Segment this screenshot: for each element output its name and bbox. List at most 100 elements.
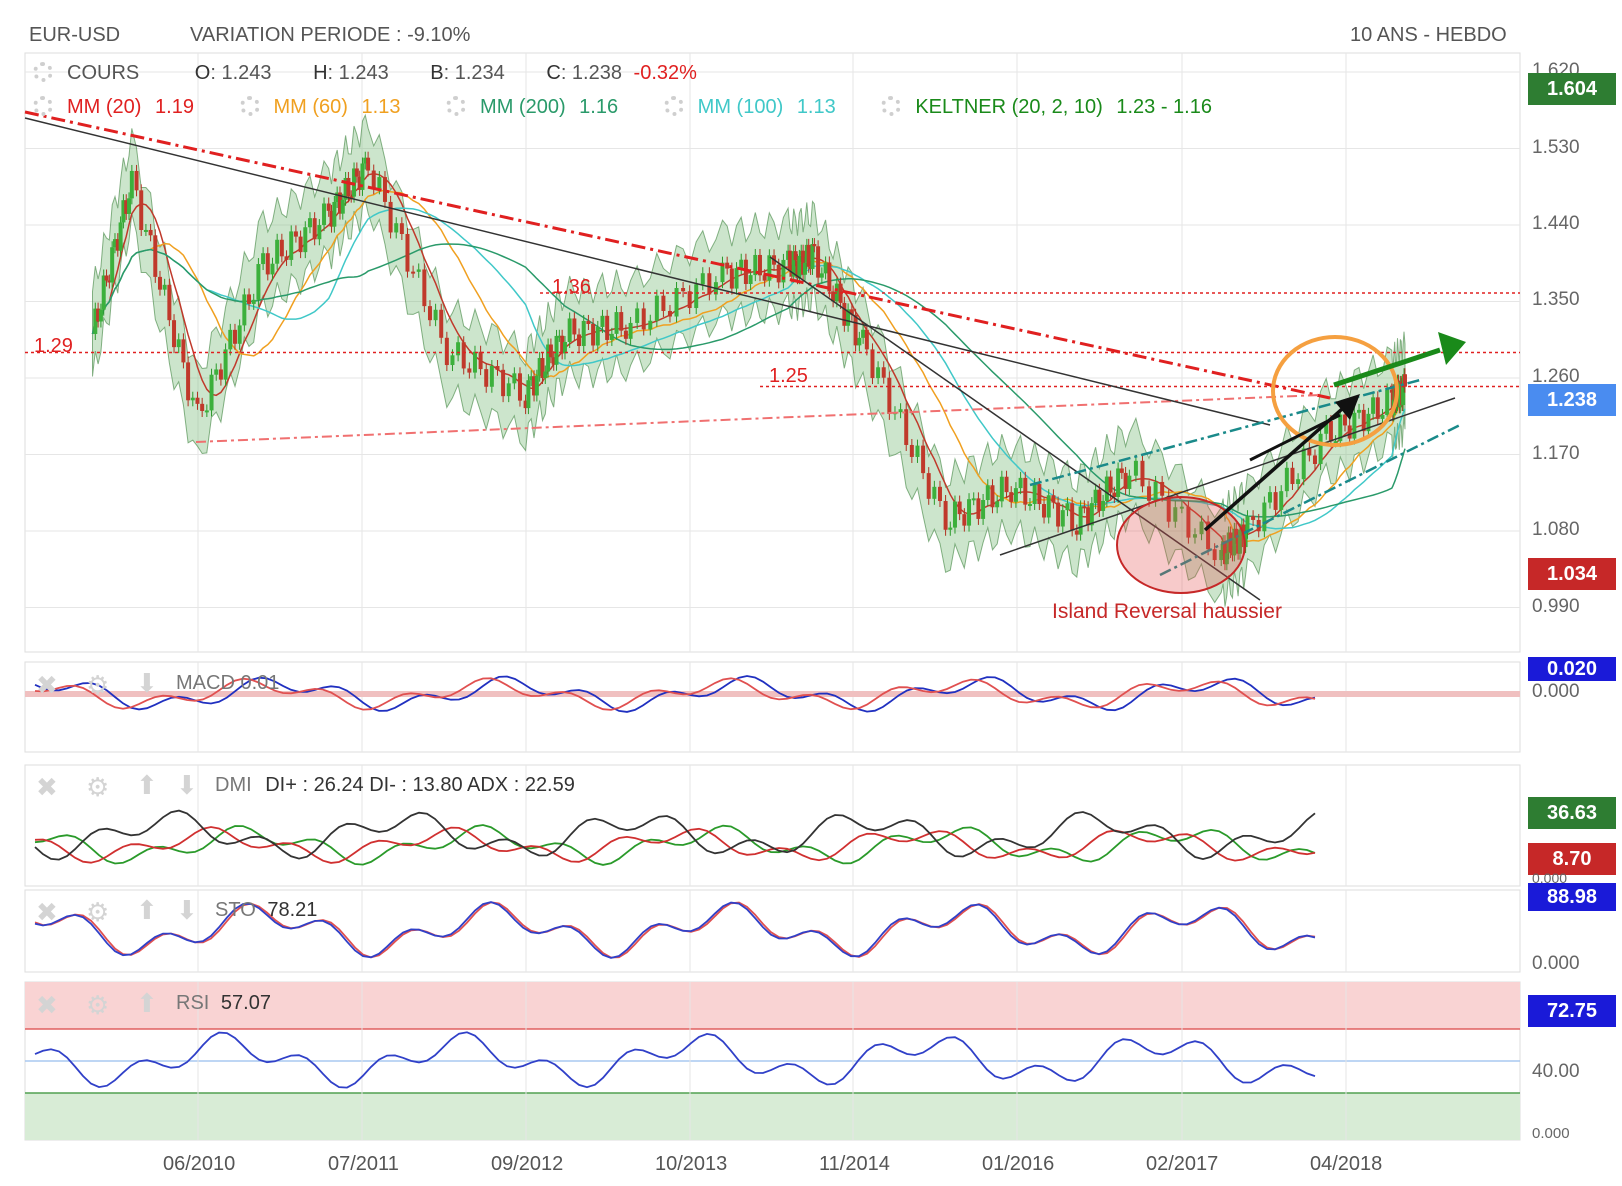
- candle-body: [543, 371, 548, 378]
- gear-icon[interactable]: [446, 96, 467, 116]
- macd-label: MACD 0.01: [176, 672, 279, 695]
- candle-body: [1070, 503, 1075, 531]
- candle-body: [181, 339, 186, 363]
- gear-icon[interactable]: ⚙: [86, 897, 110, 927]
- candle-body: [467, 368, 472, 373]
- candle-body: [357, 176, 362, 190]
- di-minus-line: [34, 826, 1316, 864]
- candle-body: [270, 263, 275, 275]
- candle-body: [943, 501, 948, 530]
- candle-body: [881, 367, 886, 378]
- candle-body: [422, 269, 427, 307]
- candle-body: [1357, 409, 1362, 413]
- arrow-down-icon[interactable]: ⬇: [176, 770, 198, 800]
- gear-icon[interactable]: [881, 96, 902, 116]
- mm100-label: MM (100): [697, 96, 784, 118]
- gear-icon[interactable]: [33, 96, 53, 116]
- close-icon[interactable]: ✖: [36, 897, 58, 927]
- y-tick: 1.170: [1532, 443, 1580, 464]
- candle-body: [870, 349, 875, 379]
- candle-body: [104, 275, 109, 281]
- candle-body: [394, 223, 399, 233]
- candle-body: [439, 309, 444, 338]
- candle-body: [787, 250, 792, 271]
- candle-body: [898, 409, 903, 413]
- indicator-mm20[interactable]: MM (20) 1.19: [33, 96, 194, 118]
- candle-body: [346, 177, 351, 197]
- candle-body: [153, 235, 158, 277]
- candle-body: [312, 218, 317, 240]
- rsi-axis-low: 0.000: [1532, 1125, 1570, 1142]
- candle-body: [284, 256, 289, 260]
- dmi-values: DI+ : 26.24 DI- : 13.80 ADX : 22.59: [265, 774, 575, 796]
- candle-body: [1009, 492, 1014, 502]
- rsi-label: RSI 57.07: [176, 992, 271, 1015]
- candle-body: [1402, 374, 1407, 387]
- sto-label: STO 78.21: [215, 899, 317, 922]
- gear-icon[interactable]: [33, 62, 53, 82]
- candle-body: [360, 163, 365, 190]
- close-icon[interactable]: ✖: [36, 772, 58, 802]
- candle-body: [846, 309, 851, 326]
- indicator-mm100[interactable]: MM (100) 1.13: [663, 96, 836, 118]
- indicator-keltner[interactable]: KELTNER (20, 2, 10) 1.23 - 1.16: [881, 96, 1212, 118]
- candle-body: [1056, 502, 1061, 527]
- candle-body: [560, 335, 565, 354]
- gear-icon[interactable]: ⚙: [86, 990, 110, 1020]
- candle-body: [517, 373, 522, 401]
- candle-body: [1389, 389, 1394, 393]
- close-icon[interactable]: ✖: [36, 670, 58, 700]
- indicator-mm60[interactable]: MM (60) 1.13: [239, 96, 401, 118]
- candle-body: [340, 199, 345, 214]
- candle-body: [322, 203, 327, 226]
- arrow-up-icon[interactable]: ⬆: [136, 770, 158, 800]
- candle-body: [667, 310, 672, 317]
- x-tick: 07/2011: [328, 1153, 399, 1175]
- candle-body: [1401, 386, 1406, 406]
- dmi-name: DMI: [215, 774, 252, 796]
- arrow-down-icon[interactable]: ⬇: [176, 895, 198, 925]
- candle-body: [957, 501, 962, 515]
- candle-body: [1186, 506, 1191, 538]
- trend-line: [24, 117, 1271, 426]
- mm60-value: 1.13: [361, 96, 401, 118]
- close-icon[interactable]: ✖: [36, 990, 58, 1020]
- x-tick: 06/2010: [163, 1153, 236, 1175]
- candle-body: [129, 170, 134, 199]
- y-tick: 0.990: [1532, 596, 1580, 617]
- candle-body: [548, 344, 553, 358]
- y-tick: 1.530: [1532, 137, 1580, 158]
- candle-body: [1385, 389, 1390, 416]
- ma60-line: [91, 189, 1406, 544]
- island-reversal-label: Island Reversal haussier: [1052, 600, 1282, 623]
- candle-body: [1380, 415, 1385, 419]
- di-minus-badge: 8.70: [1528, 843, 1616, 875]
- candle-body: [1179, 506, 1184, 509]
- candle-body: [623, 330, 628, 339]
- period-label[interactable]: 10 ANS - HEBDO: [1350, 24, 1507, 46]
- gear-icon[interactable]: ⚙: [86, 670, 110, 700]
- candle-body: [1060, 510, 1065, 527]
- sto-value: 78.21: [267, 899, 318, 921]
- macd-value: 0.01: [240, 672, 280, 694]
- arrow-down-icon[interactable]: ⬇: [136, 668, 158, 698]
- candle-body: [124, 200, 129, 214]
- candle-body: [1199, 521, 1204, 535]
- candle-body: [743, 259, 748, 284]
- arrow-up-icon[interactable]: ⬆: [136, 895, 158, 925]
- indicator-mm200[interactable]: MM (200) 1.16: [446, 96, 618, 118]
- candle-body: [1222, 541, 1227, 565]
- gear-icon[interactable]: [239, 96, 260, 116]
- candle-body: [577, 334, 582, 347]
- arrow-up-icon[interactable]: ⬆: [136, 988, 158, 1018]
- candle-body: [118, 222, 123, 251]
- candle-body: [352, 168, 357, 197]
- candle-body: [1065, 503, 1070, 511]
- candle-body: [405, 234, 410, 272]
- channel-line: [1029, 378, 1421, 487]
- gear-icon[interactable]: ⚙: [86, 772, 110, 802]
- trend-line: [769, 256, 1261, 601]
- macd-line: [34, 675, 1316, 713]
- bullish-arrow: [1333, 347, 1441, 388]
- gear-icon[interactable]: [663, 96, 684, 116]
